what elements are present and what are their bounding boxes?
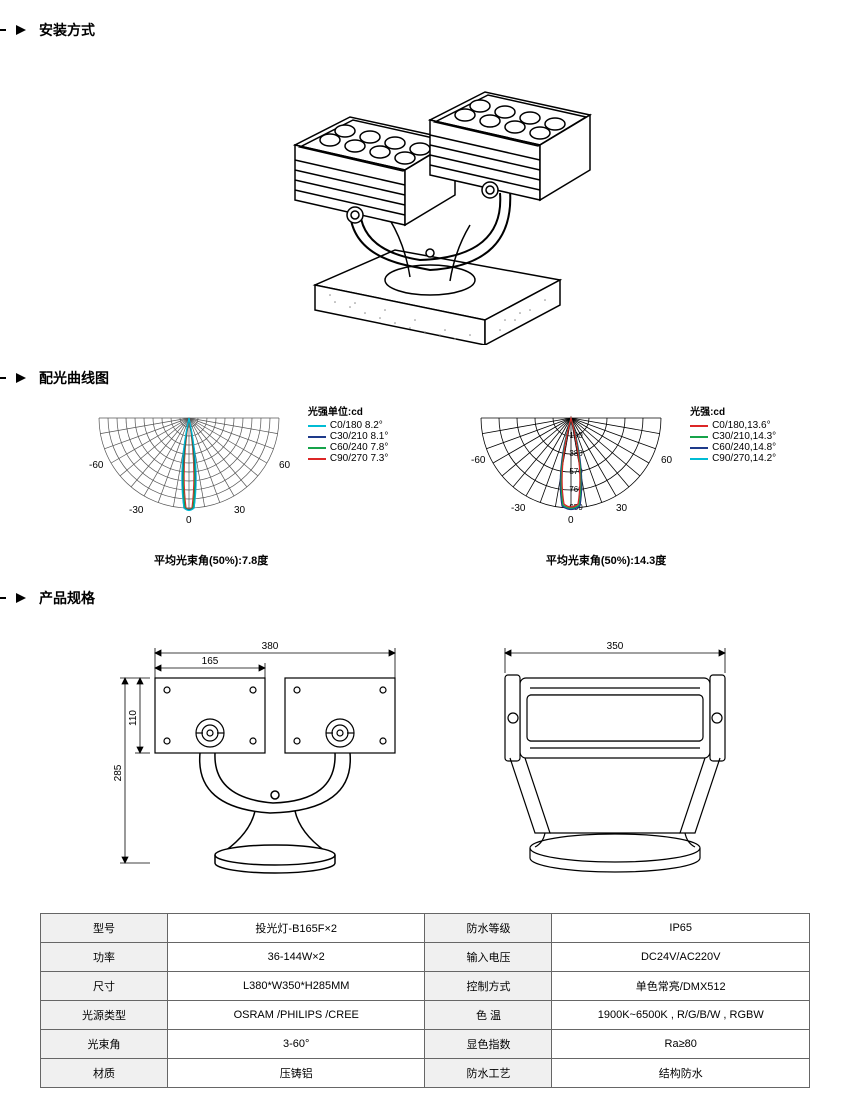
polar-charts: -60 -30 0 30 60 光强单位:cd C0/180 8.2° C30/… xyxy=(0,403,850,568)
spec-value: L380*W350*H285MM xyxy=(167,972,425,1001)
spec-label: 材质 xyxy=(41,1059,168,1088)
angle-label: 0 xyxy=(568,515,574,526)
legend-item: C90/270 7.3° xyxy=(330,453,389,464)
spec-value: Ra≥80 xyxy=(552,1030,810,1059)
legend-item: C30/210,14.3° xyxy=(712,431,776,442)
dim-label: 350 xyxy=(607,641,624,652)
dim-label: 380 xyxy=(262,641,279,652)
angle-label: -60 xyxy=(89,460,104,471)
section-title: 配光曲线图 xyxy=(39,368,109,388)
section-header: 产品规格 xyxy=(0,588,850,608)
spec-label: 光束角 xyxy=(41,1030,168,1059)
angle-label: -60 xyxy=(471,455,486,466)
avg-angle-2: 平均光束角(50%):14.3度 xyxy=(436,552,776,568)
front-view-svg: 380 165 285 xyxy=(95,633,415,883)
legend-unit: 光强:cd xyxy=(690,403,776,418)
arrow-icon xyxy=(16,373,26,383)
side-view-svg: 350 xyxy=(475,633,755,883)
install-svg xyxy=(255,55,595,345)
legend-item: C0/180 8.2° xyxy=(330,420,383,431)
section-header: 安装方式 xyxy=(0,20,850,40)
spec-table: 型号投光灯-B165F×2防水等级IP65功率36-144W×2输入电压DC24… xyxy=(40,913,810,1088)
angle-label: 60 xyxy=(661,455,673,466)
dim-label: 165 xyxy=(202,656,219,667)
spec-value: OSRAM /PHILIPS /CREE xyxy=(167,1001,425,1030)
spec-label: 功率 xyxy=(41,943,168,972)
spec-label: 输入电压 xyxy=(425,943,552,972)
arrow-line xyxy=(0,377,6,379)
dimension-drawings: 380 165 285 xyxy=(0,623,850,893)
spec-value: 结构防水 xyxy=(552,1059,810,1088)
section-title: 产品规格 xyxy=(39,588,95,608)
dim-label: 110 xyxy=(128,710,139,726)
table-row: 尺寸L380*W350*H285MM控制方式单色常亮/DMX512 xyxy=(41,972,810,1001)
section-title: 安装方式 xyxy=(39,20,95,40)
dim-label: 285 xyxy=(113,764,124,781)
spec-value: 压铸铝 xyxy=(167,1059,425,1088)
spec-value: DC24V/AC220V xyxy=(552,943,810,972)
angle-label: 30 xyxy=(616,503,628,514)
table-row: 光源类型OSRAM /PHILIPS /CREE色 温1900K~6500K ,… xyxy=(41,1001,810,1030)
polar-chart-2: 190 380 570 760 950 -60 -30 xyxy=(456,403,776,568)
spec-label: 防水等级 xyxy=(425,914,552,943)
table-row: 光束角3-60°显色指数Ra≥80 xyxy=(41,1030,810,1059)
legend-item: C0/180,13.6° xyxy=(712,420,771,431)
legend-item: C60/240,14.8° xyxy=(712,442,776,453)
legend-item: C60/240 7.8° xyxy=(330,442,389,453)
table-row: 型号投光灯-B165F×2防水等级IP65 xyxy=(41,914,810,943)
curve-section: 配光曲线图 xyxy=(0,368,850,568)
legend-item: C90/270,14.2° xyxy=(712,453,776,464)
spec-value: 单色常亮/DMX512 xyxy=(552,972,810,1001)
spec-value: 1900K~6500K , R/G/B/W , RGBW xyxy=(552,1001,810,1030)
angle-label: -30 xyxy=(129,505,144,516)
table-row: 材质压铸铝防水工艺结构防水 xyxy=(41,1059,810,1088)
spec-value: 投光灯-B165F×2 xyxy=(167,914,425,943)
install-section: 安装方式 xyxy=(0,20,850,348)
section-header: 配光曲线图 xyxy=(0,368,850,388)
spec-value: 36-144W×2 xyxy=(167,943,425,972)
polar1-svg: -60 -30 0 30 60 xyxy=(74,403,304,548)
legend-unit: 光强单位:cd xyxy=(308,403,389,418)
angle-label: 0 xyxy=(186,515,192,526)
polar-chart-1: -60 -30 0 30 60 光强单位:cd C0/180 8.2° C30/… xyxy=(74,403,389,568)
spec-label: 型号 xyxy=(41,914,168,943)
spec-label: 显色指数 xyxy=(425,1030,552,1059)
spec-value: IP65 xyxy=(552,914,810,943)
spec-label: 控制方式 xyxy=(425,972,552,1001)
arrow-icon xyxy=(16,593,26,603)
polar2-legend: 光强:cd C0/180,13.6° C30/210,14.3° C60/240… xyxy=(690,403,776,464)
spec-label: 光源类型 xyxy=(41,1001,168,1030)
arrow-line xyxy=(0,29,6,31)
avg-angle-1: 平均光束角(50%):7.8度 xyxy=(34,552,389,568)
spec-label: 防水工艺 xyxy=(425,1059,552,1088)
angle-label: -30 xyxy=(511,503,526,514)
spec-value: 3-60° xyxy=(167,1030,425,1059)
spec-section: 产品规格 380 165 xyxy=(0,588,850,1088)
table-row: 功率36-144W×2输入电压DC24V/AC220V xyxy=(41,943,810,972)
arrow-line xyxy=(0,597,6,599)
angle-label: 60 xyxy=(279,460,291,471)
svg-text:380: 380 xyxy=(569,449,583,458)
install-diagram xyxy=(0,55,850,348)
spec-label: 色 温 xyxy=(425,1001,552,1030)
angle-label: 30 xyxy=(234,505,246,516)
legend-item: C30/210 8.1° xyxy=(330,431,389,442)
arrow-icon xyxy=(16,25,26,35)
polar2-svg: 190 380 570 760 950 -60 -30 xyxy=(456,403,686,548)
spec-label: 尺寸 xyxy=(41,972,168,1001)
polar1-legend: 光强单位:cd C0/180 8.2° C30/210 8.1° C60/240… xyxy=(308,403,389,464)
